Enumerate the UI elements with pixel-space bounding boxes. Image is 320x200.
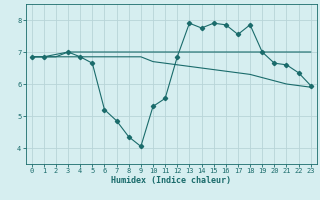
X-axis label: Humidex (Indice chaleur): Humidex (Indice chaleur): [111, 176, 231, 185]
